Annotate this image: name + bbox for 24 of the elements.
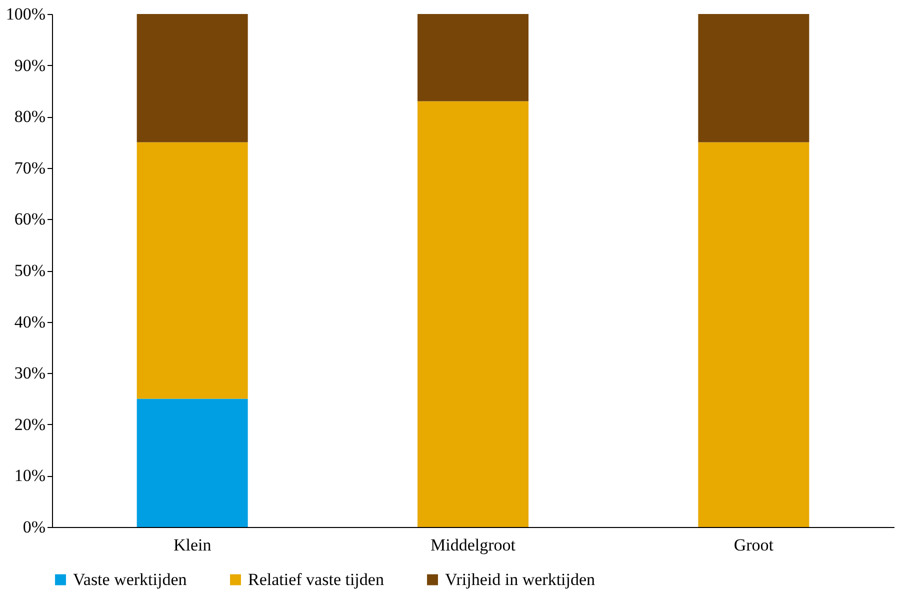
bar	[698, 142, 810, 527]
y-tick-label: 30%	[14, 364, 46, 383]
legend-label: Vaste werktijden	[73, 570, 188, 589]
y-tick-label: 80%	[14, 107, 46, 126]
bar	[698, 14, 810, 142]
bar	[418, 101, 528, 527]
y-tick-label: 90%	[14, 56, 46, 75]
y-tick-label: 50%	[14, 261, 46, 280]
y-tick-label: 20%	[14, 414, 46, 434]
legend-label: Vrijheid in werktijden	[445, 570, 596, 589]
y-tick-label: 0%	[22, 518, 46, 536]
bar	[136, 398, 248, 527]
x-tick-label: Groot	[734, 536, 774, 554]
y-tick-label: 40%	[14, 312, 46, 332]
legend-label: Relatief vaste tijden	[248, 570, 384, 589]
bar	[136, 14, 248, 142]
x-tick-label: Middelgroot	[430, 536, 516, 554]
y-tick-label: 10%	[14, 466, 46, 486]
y-tick-label: 70%	[14, 158, 46, 178]
x-tick-label: Klein	[173, 536, 212, 554]
y-tick-label: 100%	[6, 4, 46, 24]
bar	[418, 14, 528, 102]
y-tick-label: 60%	[14, 210, 46, 229]
bar	[136, 142, 248, 399]
